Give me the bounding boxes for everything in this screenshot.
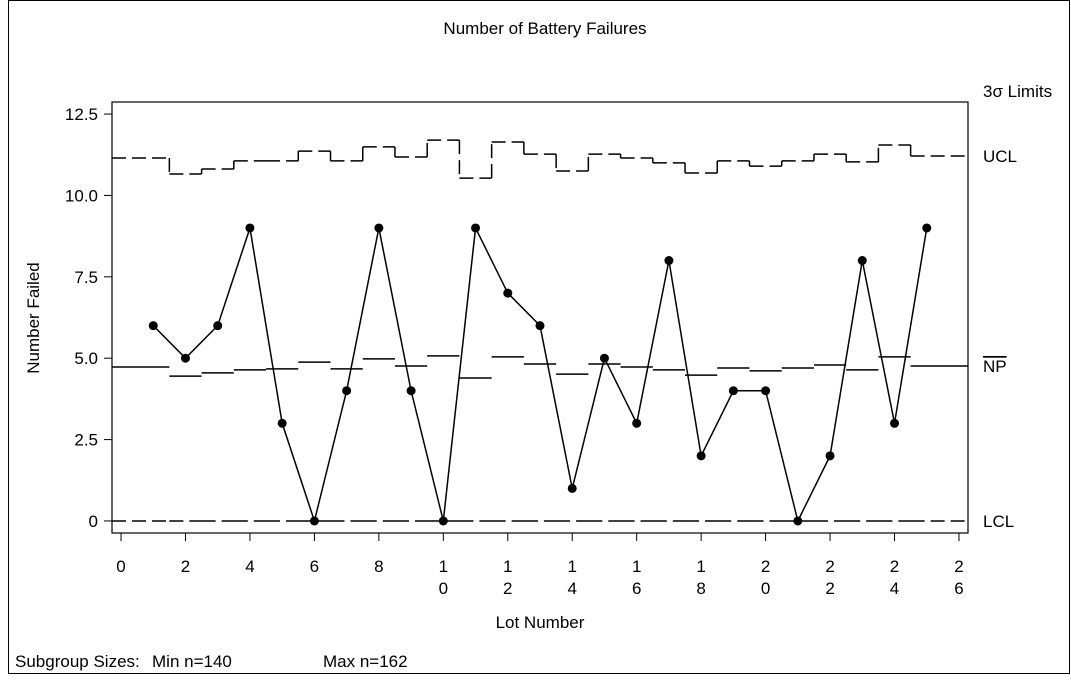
chart-title: Number of Battery Failures: [443, 19, 646, 38]
y-tick-label: 7.5: [74, 268, 98, 287]
data-point: [696, 451, 706, 461]
y-tick-label: 10.0: [65, 186, 98, 205]
data-point: [245, 223, 255, 233]
data-point: [922, 223, 932, 233]
x-tick-label: 0: [116, 557, 125, 576]
y-axis-label: Number Failed: [24, 262, 43, 374]
data-point: [728, 386, 738, 396]
data-point: [148, 321, 158, 331]
x-tick-label: 4: [245, 557, 254, 576]
data-point: [471, 223, 481, 233]
y-tick-label: 5.0: [74, 349, 98, 368]
data-point: [857, 256, 867, 266]
frame: [8, 0, 1070, 674]
x-tick-label: 8: [374, 557, 383, 576]
center-label: NP: [983, 357, 1007, 376]
footer-text: Min n=140: [152, 652, 232, 671]
data-point: [277, 418, 287, 428]
y-tick-label: 0: [89, 512, 98, 531]
x-tick-label: 6: [310, 557, 319, 576]
data-point: [890, 418, 900, 428]
data-point: [567, 483, 577, 493]
data-point: [664, 256, 674, 266]
data-point: [374, 223, 384, 233]
data-point: [213, 321, 223, 331]
x-tick-label: 2: [181, 557, 190, 576]
footer-text: Max n=162: [323, 652, 408, 671]
footer-text: Subgroup Sizes:: [15, 652, 140, 671]
plot-frame: [111, 101, 969, 534]
data-point: [309, 516, 319, 526]
x-axis-label: Lot Number: [496, 613, 585, 632]
data-point: [406, 386, 416, 396]
data-point: [342, 386, 352, 396]
lcl-label: LCL: [983, 512, 1014, 531]
data-point: [599, 353, 609, 363]
y-tick-label: 12.5: [65, 105, 98, 124]
ucl-label: UCL: [983, 147, 1017, 166]
data-point: [180, 353, 190, 363]
y-tick-label: 2.5: [74, 431, 98, 450]
data-point: [825, 451, 835, 461]
limits-label: 3σ Limits: [983, 82, 1052, 101]
data-point: [535, 321, 545, 331]
data-point: [793, 516, 803, 526]
data-point: [438, 516, 448, 526]
data-line: [152, 225, 928, 524]
data-point: [503, 288, 513, 298]
data-point: [632, 418, 642, 428]
data-point: [761, 386, 771, 396]
